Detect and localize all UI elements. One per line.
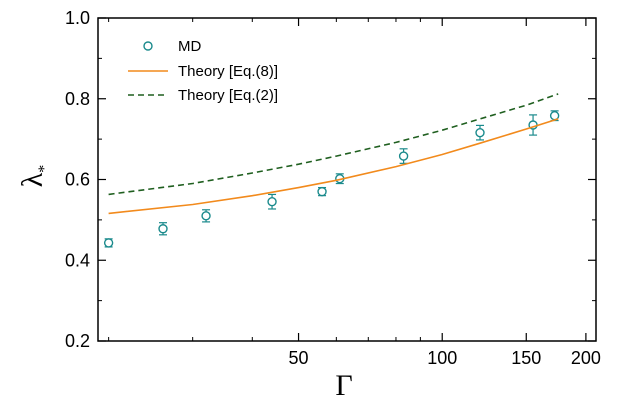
y-axis-title-subscript: * xyxy=(36,165,53,173)
y-tick-label: 0.8 xyxy=(65,89,90,109)
plot-frame-group xyxy=(97,17,597,342)
y-axis-title: λ* xyxy=(16,165,53,188)
x-tick-label: 200 xyxy=(571,348,601,368)
tick-labels-group: 50 100 150 200 0.2 0.4 0.6 0.8 1.0 xyxy=(65,8,601,368)
x-axis-title: Γ xyxy=(335,369,352,399)
md-point xyxy=(398,151,409,161)
md-point xyxy=(103,238,114,248)
plot-frame xyxy=(97,17,597,342)
md-point xyxy=(267,197,277,207)
legend-md-marker xyxy=(143,41,153,51)
legend-label: Theory [Eq.(8)] xyxy=(178,63,278,80)
md-point xyxy=(317,186,327,197)
legend-label: MD xyxy=(178,38,201,55)
legend: MD Theory [Eq.(8)] Theory [Eq.(2)] xyxy=(128,38,278,104)
y-tick-label: 0.4 xyxy=(65,250,90,270)
x-tick-label: 100 xyxy=(427,348,457,368)
md-point xyxy=(158,224,168,234)
series-group xyxy=(103,93,560,248)
md-point xyxy=(201,211,211,221)
x-tick-label: 150 xyxy=(511,348,541,368)
y-axis-title-main: λ xyxy=(16,172,49,187)
y-tick-label: 0.2 xyxy=(65,331,90,351)
theory-eq8-line xyxy=(108,118,559,215)
legend-label: Theory [Eq.(2)] xyxy=(178,87,278,104)
theory-eq2-line xyxy=(108,93,559,196)
x-tick-label: 50 xyxy=(289,348,309,368)
md-point xyxy=(475,127,485,138)
y-tick-label: 0.6 xyxy=(65,170,90,190)
y-tick-label: 1.0 xyxy=(65,8,90,28)
